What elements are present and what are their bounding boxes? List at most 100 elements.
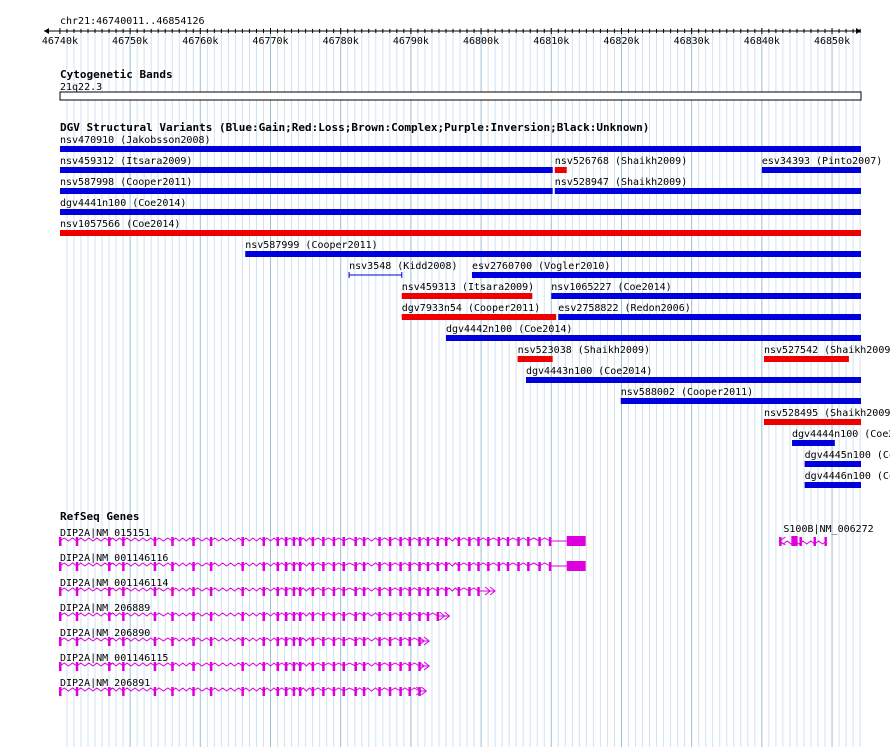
refseq-intron <box>409 662 420 667</box>
refseq-gene-label: DIP2A|NM_206891 <box>60 678 150 689</box>
refseq-exon <box>354 537 357 546</box>
refseq-exon <box>292 637 296 646</box>
refseq-exon <box>342 537 345 546</box>
refseq-exon <box>209 637 213 646</box>
refseq-exon <box>408 562 411 571</box>
refseq-exon <box>298 587 302 596</box>
ruler-tick-label: 46820k <box>603 36 639 47</box>
refseq-intron <box>343 637 356 642</box>
dgv-variant-bar[interactable] <box>60 230 861 236</box>
refseq-exon <box>527 537 530 546</box>
refseq-intron <box>322 687 334 692</box>
dgv-variant-bar[interactable] <box>60 167 553 173</box>
dgv-variant-bar[interactable] <box>526 377 861 383</box>
dgv-variant-bar[interactable] <box>792 440 835 446</box>
refseq-exon <box>418 587 421 596</box>
refseq-intron <box>363 637 380 642</box>
dgv-variant-bar[interactable] <box>763 356 849 362</box>
strand-arrow-icon <box>423 661 430 671</box>
refseq-exon <box>399 562 402 571</box>
refseq-intron <box>333 612 344 617</box>
refseq-intron <box>379 662 391 667</box>
refseq-exon <box>342 662 345 671</box>
refseq-intron <box>409 537 420 542</box>
refseq-exon <box>408 537 411 546</box>
refseq-intron <box>263 637 278 642</box>
refseq-exon <box>298 562 302 571</box>
dgv-variant-bar[interactable] <box>445 335 861 341</box>
dgv-variant-label: nsv527542 (Shaikh2009) <box>764 345 890 356</box>
refseq-exon <box>209 612 213 621</box>
refseq-gene-model[interactable] <box>778 536 827 546</box>
dgv-variant-bar[interactable] <box>558 314 861 320</box>
dgv-variant-bar[interactable] <box>804 482 861 488</box>
refseq-exon <box>241 537 244 546</box>
dgv-variant-bar[interactable] <box>761 167 861 173</box>
refseq-exon <box>311 687 315 696</box>
dgv-variant-bar[interactable] <box>401 293 533 299</box>
refseq-exon <box>108 612 111 621</box>
refseq-intron <box>343 612 356 617</box>
refseq-gene-model[interactable] <box>59 686 428 696</box>
dgv-variant-bar[interactable] <box>554 167 567 173</box>
refseq-intron <box>518 562 529 567</box>
refseq-exon <box>276 562 280 571</box>
refseq-intron <box>389 612 401 617</box>
refseq-exon <box>171 562 174 571</box>
strand-arrow-icon <box>421 686 428 696</box>
dgv-variant-bar[interactable] <box>471 272 861 278</box>
refseq-intron <box>210 587 243 592</box>
refseq-gene-model[interactable] <box>59 661 430 671</box>
refseq-exon <box>487 537 490 546</box>
refseq-exon <box>332 587 336 596</box>
refseq-exon <box>276 687 280 696</box>
refseq-intron <box>379 637 391 642</box>
refseq-exon <box>388 662 392 671</box>
refseq-exon <box>292 662 296 671</box>
refseq-gene-label: DIP2A|NM_001146115 <box>60 653 168 664</box>
dgv-variant-bar[interactable] <box>60 146 861 152</box>
refseq-gene-model[interactable] <box>59 636 430 646</box>
refseq-intron <box>242 687 264 692</box>
refseq-intron <box>263 687 278 692</box>
dgv-variant-bar[interactable] <box>804 461 861 467</box>
refseq-exon <box>457 587 461 596</box>
refseq-gene-model[interactable] <box>59 611 451 621</box>
dgv-variant-bar[interactable] <box>554 188 861 194</box>
refseq-exon <box>457 562 461 571</box>
refseq-intron <box>333 662 344 667</box>
strand-arrow-icon <box>484 586 491 596</box>
dgv-variant-bar[interactable] <box>620 398 861 404</box>
strand-arrow-icon <box>416 686 423 696</box>
dgv-variant-bar[interactable] <box>245 251 861 257</box>
refseq-intron <box>299 562 313 567</box>
dgv-variant-label: dgv4444n100 (Coe2014) <box>792 429 890 440</box>
dgv-variant-bar[interactable] <box>517 356 553 362</box>
strand-arrow-icon <box>489 586 496 596</box>
refseq-gene-model[interactable] <box>59 586 496 596</box>
refseq-exon <box>284 537 288 546</box>
dgv-variant-bar[interactable] <box>551 293 861 299</box>
dgv-variant-bar[interactable] <box>60 188 553 194</box>
refseq-exon <box>354 562 357 571</box>
dgv-variant-bar[interactable] <box>60 209 861 215</box>
refseq-intron <box>445 537 459 542</box>
refseq-intron <box>312 612 324 617</box>
cytoband-bar[interactable] <box>59 91 862 101</box>
dgv-variant-bar[interactable] <box>763 419 861 425</box>
refseq-gene-model[interactable] <box>59 561 586 571</box>
refseq-exon <box>362 612 366 621</box>
refseq-exon <box>108 537 111 546</box>
refseq-gene-model[interactable] <box>59 536 586 546</box>
dgv-variant-bar[interactable] <box>401 314 557 320</box>
refseq-intron <box>122 662 155 667</box>
ruler-coordinates: chr21:46740011..46854126 <box>60 16 205 27</box>
refseq-intron <box>299 537 313 542</box>
dgv-variant-label: nsv459312 (Itsara2009) <box>60 156 192 167</box>
refseq-exon <box>192 562 195 571</box>
refseq-intron <box>312 637 324 642</box>
refseq-exon <box>262 587 265 596</box>
ruler-right-arrow-icon <box>856 28 861 34</box>
refseq-intron <box>478 537 489 542</box>
refseq-intron <box>389 662 401 667</box>
